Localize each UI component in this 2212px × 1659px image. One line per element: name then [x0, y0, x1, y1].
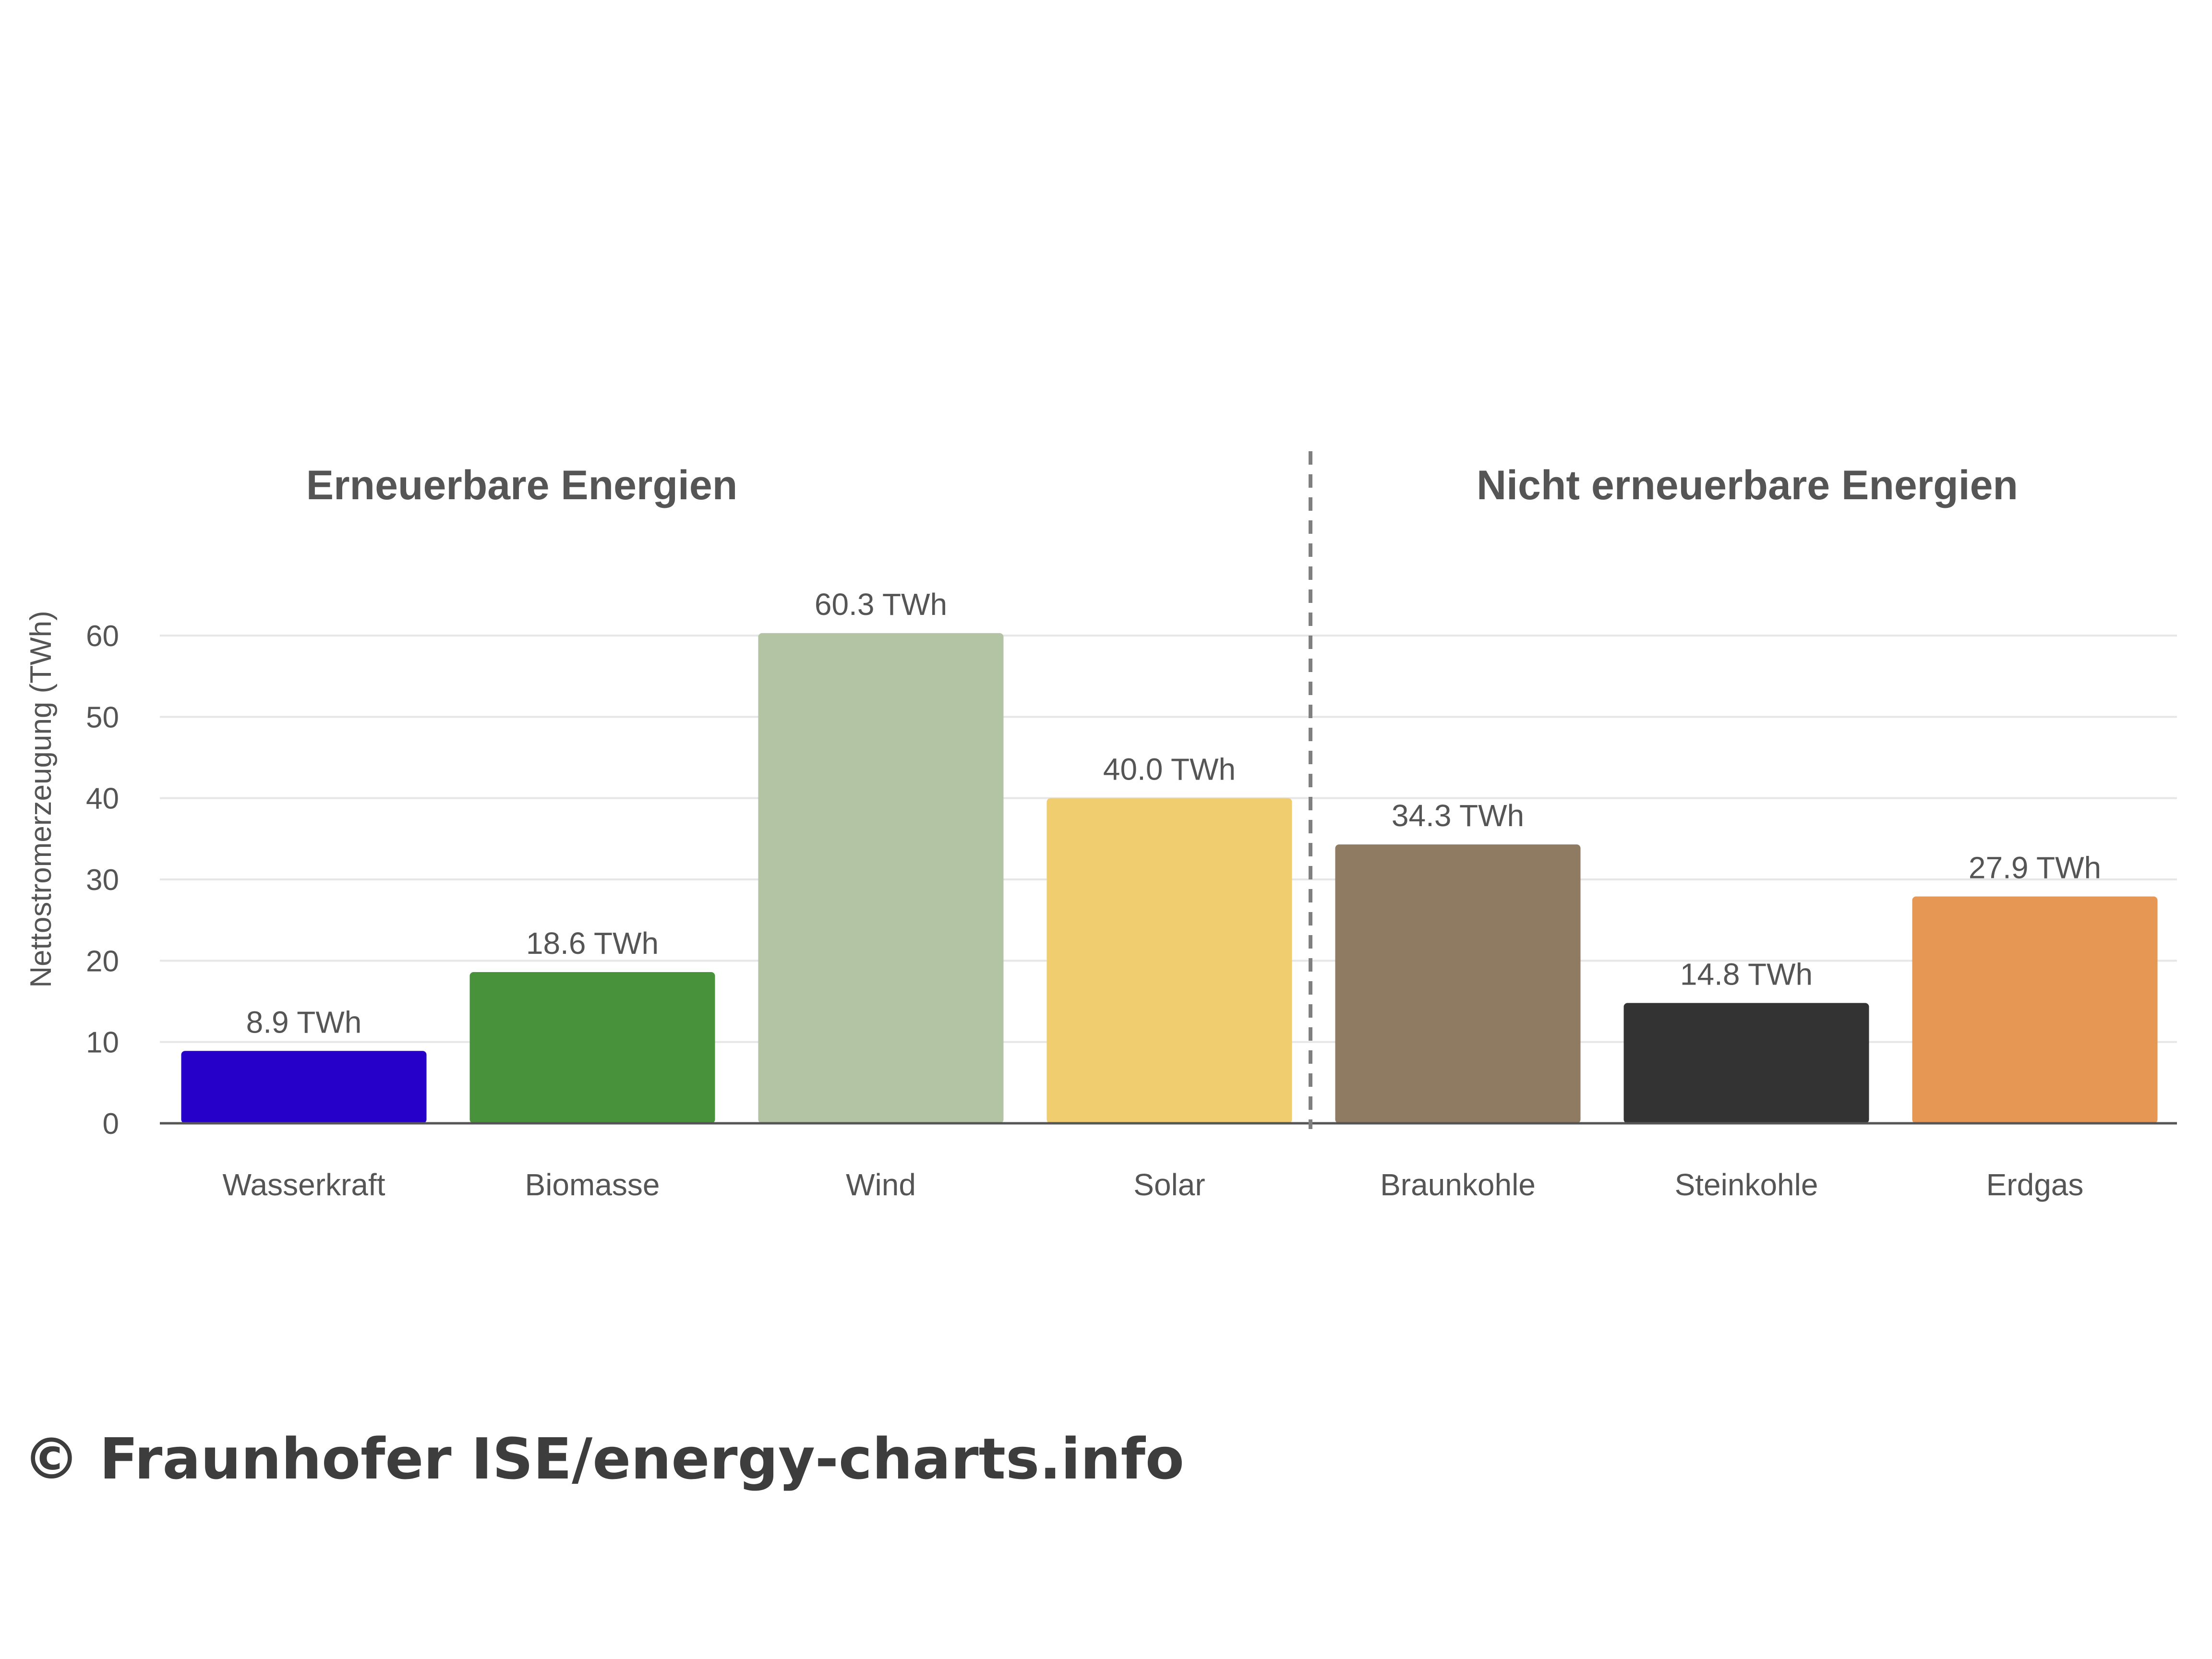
category-label: Solar — [1133, 1167, 1205, 1202]
labels: 0 10 20 30 40 50 60 8.9 TWh Wasserkraft 18.6 TWh B… — [86, 587, 2101, 1202]
bar — [469, 972, 715, 1123]
category-label: Biomasse — [525, 1167, 660, 1202]
bar — [1335, 844, 1581, 1123]
value-label: 18.6 TWh — [526, 926, 659, 961]
bar — [181, 1051, 427, 1123]
y-tick-label: 50 — [86, 701, 119, 734]
bar — [1912, 896, 2158, 1123]
y-tick-label: 10 — [86, 1026, 119, 1059]
y-tick-label: 40 — [86, 782, 119, 816]
y-axis-label: Nettostromerzeugung (TWh) — [24, 611, 58, 988]
group-title-nonrenewable: Nicht erneuerbare Energien — [1477, 462, 2018, 508]
category-label: Wind — [846, 1167, 916, 1202]
bar — [1623, 1003, 1869, 1123]
y-tick-label: 60 — [86, 620, 119, 653]
y-tick-label: 30 — [86, 864, 119, 897]
bar — [1046, 798, 1292, 1123]
category-label: Steinkohle — [1675, 1167, 1818, 1202]
bar — [758, 633, 1004, 1123]
value-label: 40.0 TWh — [1103, 752, 1236, 787]
value-label: 27.9 TWh — [1969, 851, 2101, 885]
copyright-notice: © Fraunhofer ISE/energy-charts.info — [23, 1426, 1184, 1492]
y-tick-label: 0 — [103, 1107, 119, 1141]
y-tick-label: 20 — [86, 945, 119, 978]
value-label: 60.3 TWh — [815, 587, 947, 622]
category-label: Braunkohle — [1380, 1167, 1536, 1202]
group-title-renewable: Erneuerbare Energien — [306, 462, 738, 508]
bars — [181, 633, 2158, 1123]
category-label: Wasserkraft — [223, 1167, 385, 1202]
value-label: 8.9 TWh — [246, 1005, 362, 1039]
value-label: 34.3 TWh — [1392, 798, 1524, 833]
category-label: Erdgas — [1986, 1167, 2084, 1202]
value-label: 14.8 TWh — [1680, 957, 1813, 991]
